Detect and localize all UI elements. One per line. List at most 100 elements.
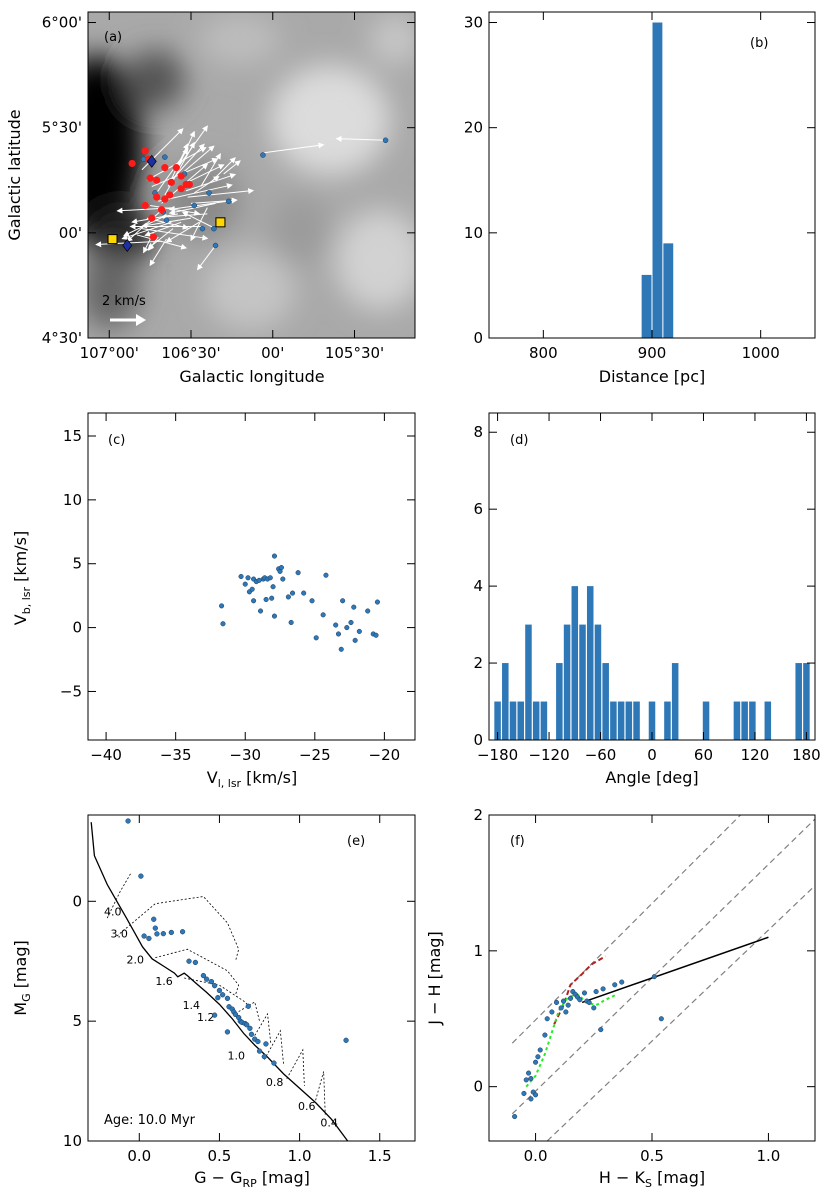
blue-source-marker (260, 152, 266, 158)
panel-c-xlabel: Vl, lsr [km/s] (207, 768, 297, 790)
panel-c-xtick-label: −35 (160, 746, 192, 764)
cmd-point (168, 929, 175, 936)
angle-histogram-bars (494, 586, 810, 740)
cmd-point (248, 1031, 255, 1037)
color-color-point (658, 1016, 664, 1022)
panel-c-xtick-label: −20 (369, 746, 401, 764)
color-color-point (560, 998, 567, 1004)
panel-d-ytick-label: 2 (473, 654, 483, 672)
angle-histogram-bar (625, 701, 633, 740)
panel-d-xtick-label: 60 (694, 746, 713, 764)
blue-source-marker (199, 225, 206, 232)
proper-motion-vector (168, 200, 228, 212)
proper-motion-vector (141, 228, 209, 241)
velocity-point (351, 604, 357, 610)
reddening-line (511, 818, 816, 1115)
panel-c-ytick-label: 10 (63, 491, 82, 509)
panel-b-ytick-label: 20 (464, 119, 483, 137)
panel-e-ticks: 0.0 0.5 1.0 1.5 0 5 10 (63, 815, 415, 1165)
red-source-marker (149, 233, 157, 241)
panel-d-ticks: −180 −120 −60 0 60 120 180 0 2 4 6 8 (473, 413, 821, 764)
velocity-point (278, 565, 284, 571)
red-source-marker (185, 180, 193, 189)
panel-d-xtick-label: −60 (585, 746, 617, 764)
panel-e-xlabel: G − GRP [mag] (194, 1168, 310, 1190)
cmd-point (245, 1003, 251, 1009)
cmd-point (215, 995, 221, 1001)
color-color-point (553, 999, 560, 1006)
color-color-points (512, 974, 664, 1120)
velocity-point (295, 570, 301, 576)
color-color-point (533, 1059, 539, 1065)
cmd-point (146, 935, 152, 942)
angle-histogram-bar (556, 663, 563, 740)
proper-motion-vector (147, 228, 174, 249)
proper-motion-vector (181, 211, 216, 230)
angle-histogram-bar (610, 701, 617, 740)
color-color-point (558, 1005, 564, 1011)
velocity-point (256, 577, 262, 583)
velocity-point (285, 594, 291, 600)
proper-motion-vector (144, 221, 182, 237)
panel-e-xtick-label: 0.5 (208, 1147, 232, 1165)
proper-motion-vector (177, 130, 195, 168)
panel-c: −40 −35 −30 −25 −20 −5 0 5 10 15 (c) Vl, lsr [km/… (11, 412, 416, 790)
panel-c-ytick-label: −5 (60, 682, 82, 700)
velocity-point (269, 595, 275, 601)
velocity-point (356, 628, 362, 634)
blue-source-marker (163, 217, 170, 223)
mass-label: 0.4 (320, 1117, 338, 1130)
angle-histogram-bar (633, 701, 640, 740)
angle-histogram-bar (563, 624, 571, 740)
cmd-point (247, 1025, 253, 1031)
extinction-map (88, 12, 415, 338)
panel-f-ytick-label: 2 (473, 806, 483, 824)
cmd-points (125, 818, 349, 1066)
cmd-point (160, 931, 166, 937)
panel-e-xtick-label: 1.5 (368, 1147, 392, 1165)
red-source-marker (157, 206, 166, 214)
cmd-point (271, 1060, 277, 1066)
angle-histogram-bar (795, 663, 802, 740)
cmd-point (186, 958, 192, 964)
panel-f-ylabel: J − H [mag] (425, 931, 444, 1025)
panel-b-xtick-label: 800 (529, 344, 558, 362)
velocity-point (251, 598, 257, 604)
cmd-point (261, 1053, 267, 1060)
velocity-point (313, 635, 319, 641)
color-color-point (563, 1009, 569, 1015)
panel-a-xtick-label: 105°30' (325, 344, 384, 362)
panel-e-frame (87, 814, 416, 1142)
angle-histogram-bar (664, 701, 671, 740)
source-markers (107, 137, 389, 253)
panel-c-xtick-label: −25 (299, 746, 331, 764)
color-color-point (533, 1092, 539, 1098)
panel-d-ytick-label: 6 (473, 500, 483, 518)
panel-d-xtick-label: −180 (477, 746, 518, 764)
color-color-point (512, 1114, 518, 1120)
panel-d-xtick-label: 0 (647, 746, 657, 764)
panel-a-ytick-label: 00' (59, 224, 82, 242)
cmd-point (138, 873, 144, 879)
panel-f-xtick-label: 0.5 (640, 1147, 664, 1165)
panel-e-label: (e) (347, 834, 365, 849)
cmd-point (216, 987, 223, 994)
distance-histogram-bar (652, 22, 663, 339)
velocity-point (242, 581, 248, 587)
proper-motion-vector (171, 143, 205, 181)
velocity-point (320, 612, 326, 618)
distance-histogram-bar (663, 243, 674, 338)
panel-e-ytick-label: 5 (72, 1012, 82, 1030)
age-annotation: Age: 10.0 Myr (104, 1113, 196, 1128)
panel-c-ylabel: Vb, lsr [km/s] (11, 531, 33, 625)
red-source-marker (153, 176, 161, 184)
blue-source-marker (382, 137, 389, 144)
angle-histogram-bar (517, 701, 525, 740)
panel-c-ytick-label: 0 (72, 619, 82, 637)
red-source-marker (161, 195, 169, 203)
cmd-point (232, 1011, 239, 1018)
panel-a-frame (87, 11, 416, 339)
angle-histogram-bar (571, 586, 579, 740)
mass-labels: 4.0 3.0 2.0 1.6 1.41.2 1.0 0.8 0.6 0.4 (104, 906, 338, 1130)
evolutionary-track (116, 896, 240, 962)
